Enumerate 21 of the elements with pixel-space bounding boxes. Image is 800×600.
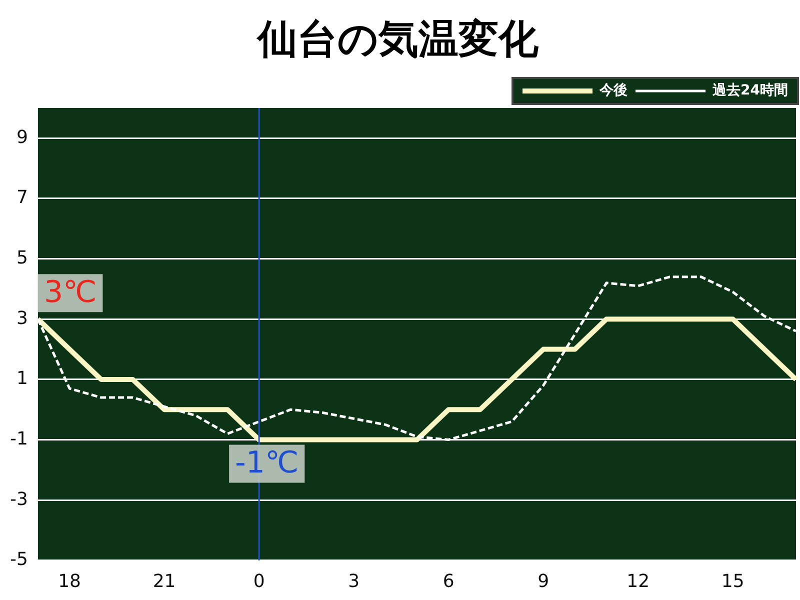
- y-tick-label: 7: [16, 187, 28, 208]
- y-tick-label: 1: [16, 368, 28, 390]
- annotation: 3℃: [44, 274, 97, 310]
- y-tick-label: -3: [10, 488, 28, 510]
- x-tick-label: 0: [253, 570, 265, 592]
- x-tick-label: 21: [152, 570, 176, 592]
- chart-title: 仙台の気温変化: [256, 16, 540, 62]
- y-tick-label: 9: [16, 126, 28, 148]
- legend-label: 今後: [598, 82, 628, 99]
- y-tick-label: -5: [10, 549, 28, 570]
- x-tick-label: 12: [626, 570, 650, 592]
- y-tick-label: 3: [16, 308, 28, 329]
- x-tick-label: 6: [442, 570, 454, 592]
- x-tick-label: 3: [348, 570, 360, 592]
- x-tick-label: 18: [58, 570, 81, 592]
- x-tick-label: 15: [721, 570, 744, 592]
- x-tick-label: 9: [538, 570, 550, 592]
- annotation: -1℃: [235, 446, 299, 481]
- legend-label: 過去24時間: [712, 82, 788, 99]
- y-tick-label: 5: [16, 247, 28, 268]
- y-tick-label: -1: [10, 428, 28, 450]
